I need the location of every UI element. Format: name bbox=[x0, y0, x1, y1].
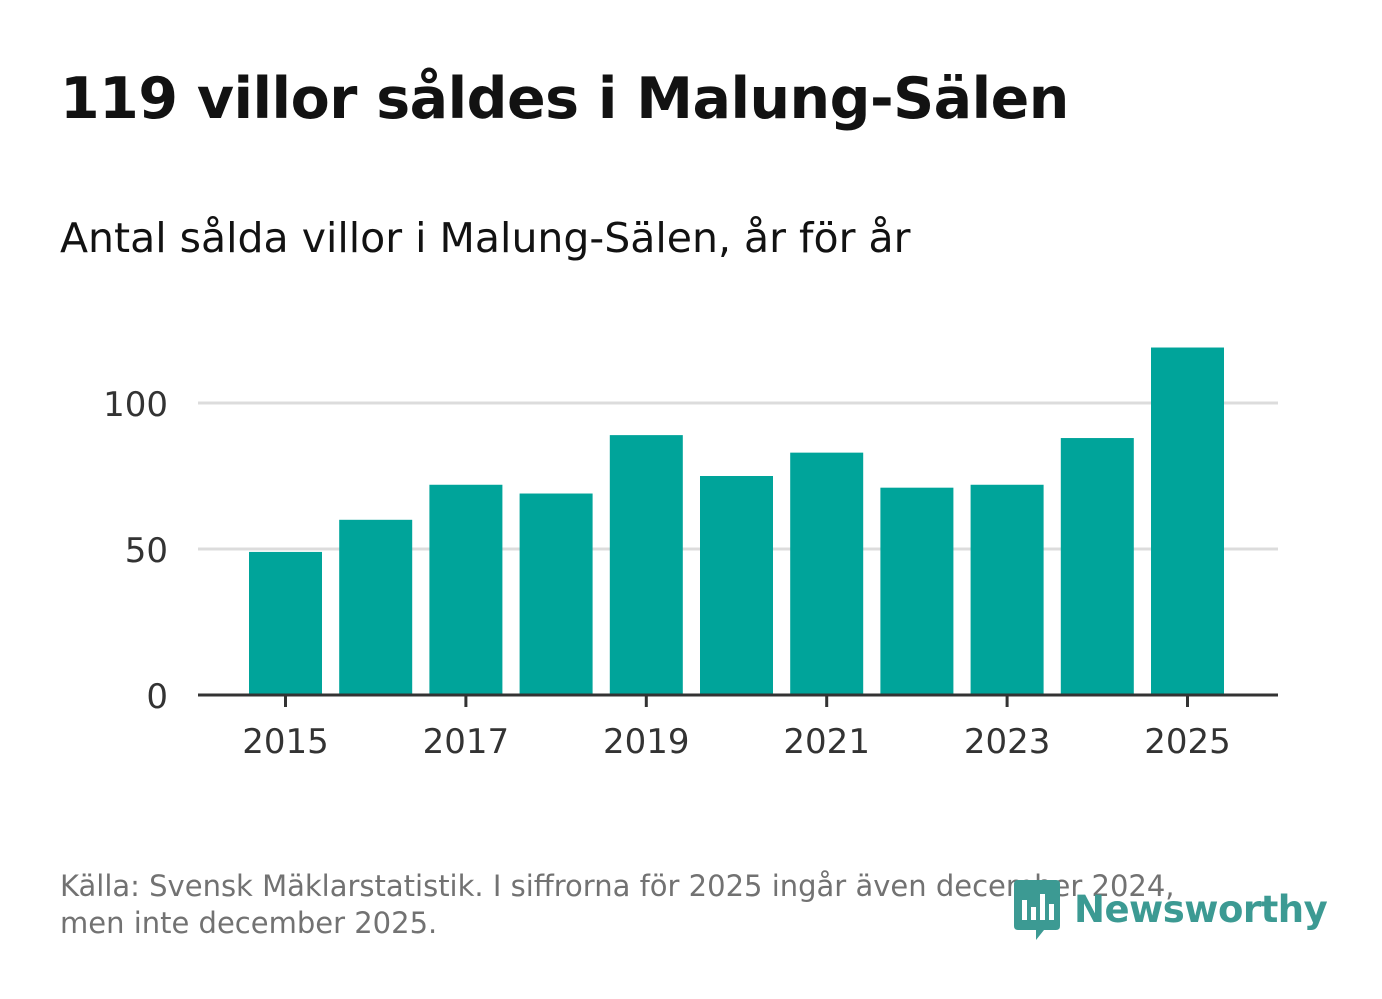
x-tick-label: 2015 bbox=[242, 722, 329, 762]
source-line-2: men inte december 2025. bbox=[60, 906, 438, 940]
chart-subtitle: Antal sålda villor i Malung-Sälen, år fö… bbox=[60, 214, 911, 262]
y-tick-label: 50 bbox=[125, 531, 168, 571]
x-tick-label: 2019 bbox=[603, 722, 690, 762]
y-tick-label: 100 bbox=[103, 385, 168, 425]
bar-2020 bbox=[700, 476, 773, 695]
bar-2018 bbox=[519, 493, 593, 695]
bar-2017 bbox=[429, 484, 503, 695]
bar-2024 bbox=[1060, 438, 1134, 695]
x-tick-label: 2017 bbox=[423, 722, 510, 762]
bar-2022 bbox=[880, 487, 954, 695]
logo-text: Newsworthy bbox=[1074, 887, 1328, 931]
newsworthy-logo: Newsworthy bbox=[1010, 876, 1328, 942]
x-axis-ticks: 2015 2017 2019 2021 2023 2025 bbox=[242, 695, 1231, 762]
bar-2023 bbox=[970, 484, 1044, 695]
bar-2015 bbox=[249, 551, 322, 695]
chat-bars-icon bbox=[1014, 880, 1060, 940]
y-axis-ticks: 0 50 100 bbox=[103, 385, 168, 717]
chart-title: 119 villor såldes i Malung-Sälen bbox=[60, 66, 1069, 132]
bar-chart: 0 50 100 2015 2017 2019 2021 2023 2025 bbox=[103, 347, 1278, 762]
bar-2016 bbox=[339, 519, 413, 695]
bar-2021 bbox=[790, 452, 864, 695]
source-line-1: Källa: Svensk Mäklarstatistik. I siffror… bbox=[60, 869, 1175, 903]
y-tick-label: 0 bbox=[146, 677, 168, 717]
x-tick-label: 2025 bbox=[1144, 722, 1231, 762]
x-tick-label: 2023 bbox=[964, 722, 1051, 762]
bar-2019 bbox=[609, 435, 683, 695]
bars bbox=[249, 347, 1224, 695]
bar-2025 bbox=[1151, 347, 1224, 695]
source-note: Källa: Svensk Mäklarstatistik. I siffror… bbox=[60, 868, 1260, 942]
x-tick-label: 2021 bbox=[783, 722, 870, 762]
